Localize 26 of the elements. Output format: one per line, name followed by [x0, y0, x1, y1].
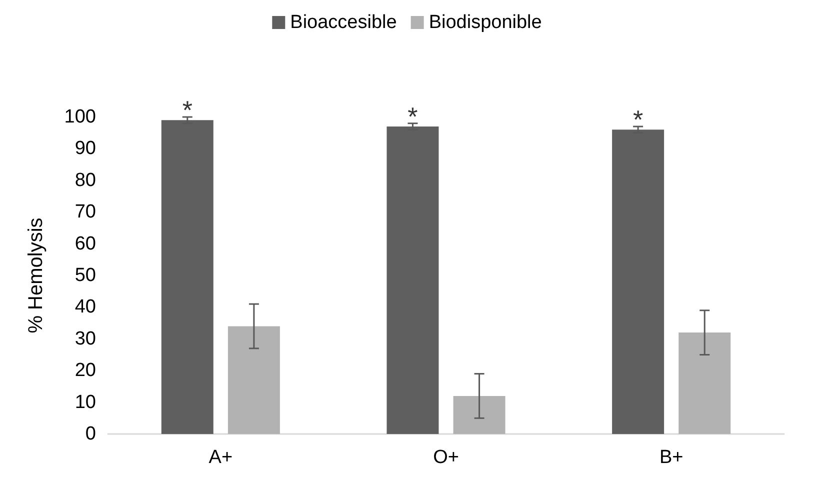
y-tick-label: 40: [74, 296, 96, 318]
y-tick-label: 80: [74, 170, 96, 191]
annotation: *: [632, 104, 644, 135]
y-tick-label: 20: [74, 360, 96, 382]
annotation: *: [408, 101, 418, 132]
annotation: *: [182, 95, 192, 125]
bar: [678, 332, 731, 434]
legend-label: Biodisponible: [428, 12, 542, 33]
legend-label: Bioaccesible: [290, 12, 397, 33]
bar: [612, 130, 664, 434]
bar: [386, 126, 439, 434]
bar: [228, 326, 280, 434]
y-tick-label: 50: [74, 265, 96, 286]
y-axis-title: % Hemolysis: [25, 218, 47, 334]
x-tick-label: B+: [659, 447, 684, 468]
x-tick-label: O+: [433, 447, 459, 468]
y-tick-label: 70: [74, 202, 96, 223]
y-tick-label: 30: [74, 328, 96, 350]
y-tick-label: 90: [74, 138, 96, 160]
bar: [453, 396, 506, 434]
y-tick-label: 0: [85, 424, 96, 444]
y-tick-label: 100: [64, 106, 96, 128]
x-tick-label: A+: [208, 447, 233, 468]
y-tick-label: 10: [74, 392, 96, 413]
bar: [161, 120, 214, 434]
y-tick-label: 60: [74, 233, 96, 254]
